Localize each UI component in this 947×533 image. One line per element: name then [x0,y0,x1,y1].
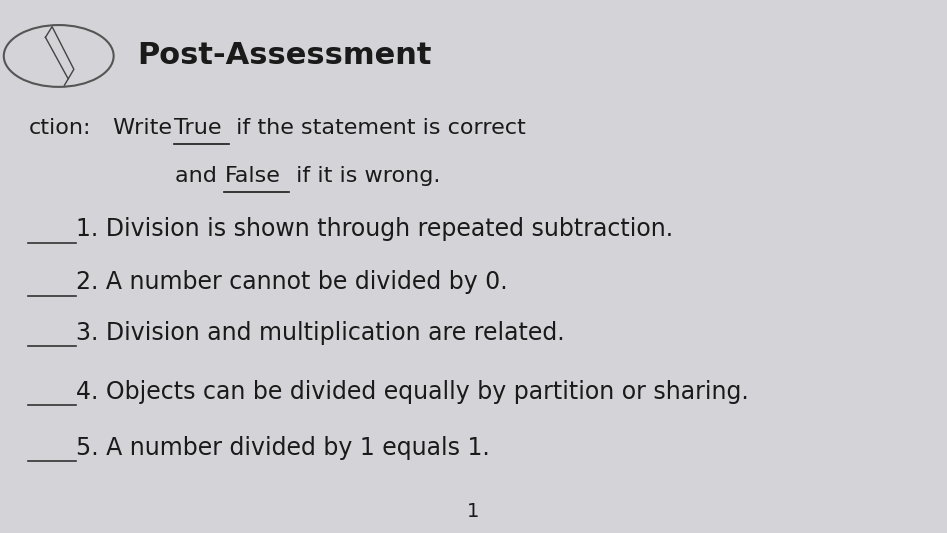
Text: 5. A number divided by 1 equals 1.: 5. A number divided by 1 equals 1. [76,435,490,460]
Text: Write: Write [106,118,179,138]
Text: if the statement is correct: if the statement is correct [229,118,526,138]
Text: ction:: ction: [28,118,91,138]
Text: 2. A number cannot be divided by 0.: 2. A number cannot be divided by 0. [76,270,508,295]
Text: and: and [175,166,224,186]
Text: 4. Objects can be divided equally by partition or sharing.: 4. Objects can be divided equally by par… [76,379,748,404]
Text: False: False [224,166,280,186]
Text: 1: 1 [467,502,480,521]
Text: 1. Division is shown through repeated subtraction.: 1. Division is shown through repeated su… [76,217,673,241]
Text: 3. Division and multiplication are related.: 3. Division and multiplication are relat… [76,321,564,345]
Text: True: True [174,118,222,138]
Text: Post-Assessment: Post-Assessment [137,42,432,70]
Text: if it is wrong.: if it is wrong. [289,166,440,186]
